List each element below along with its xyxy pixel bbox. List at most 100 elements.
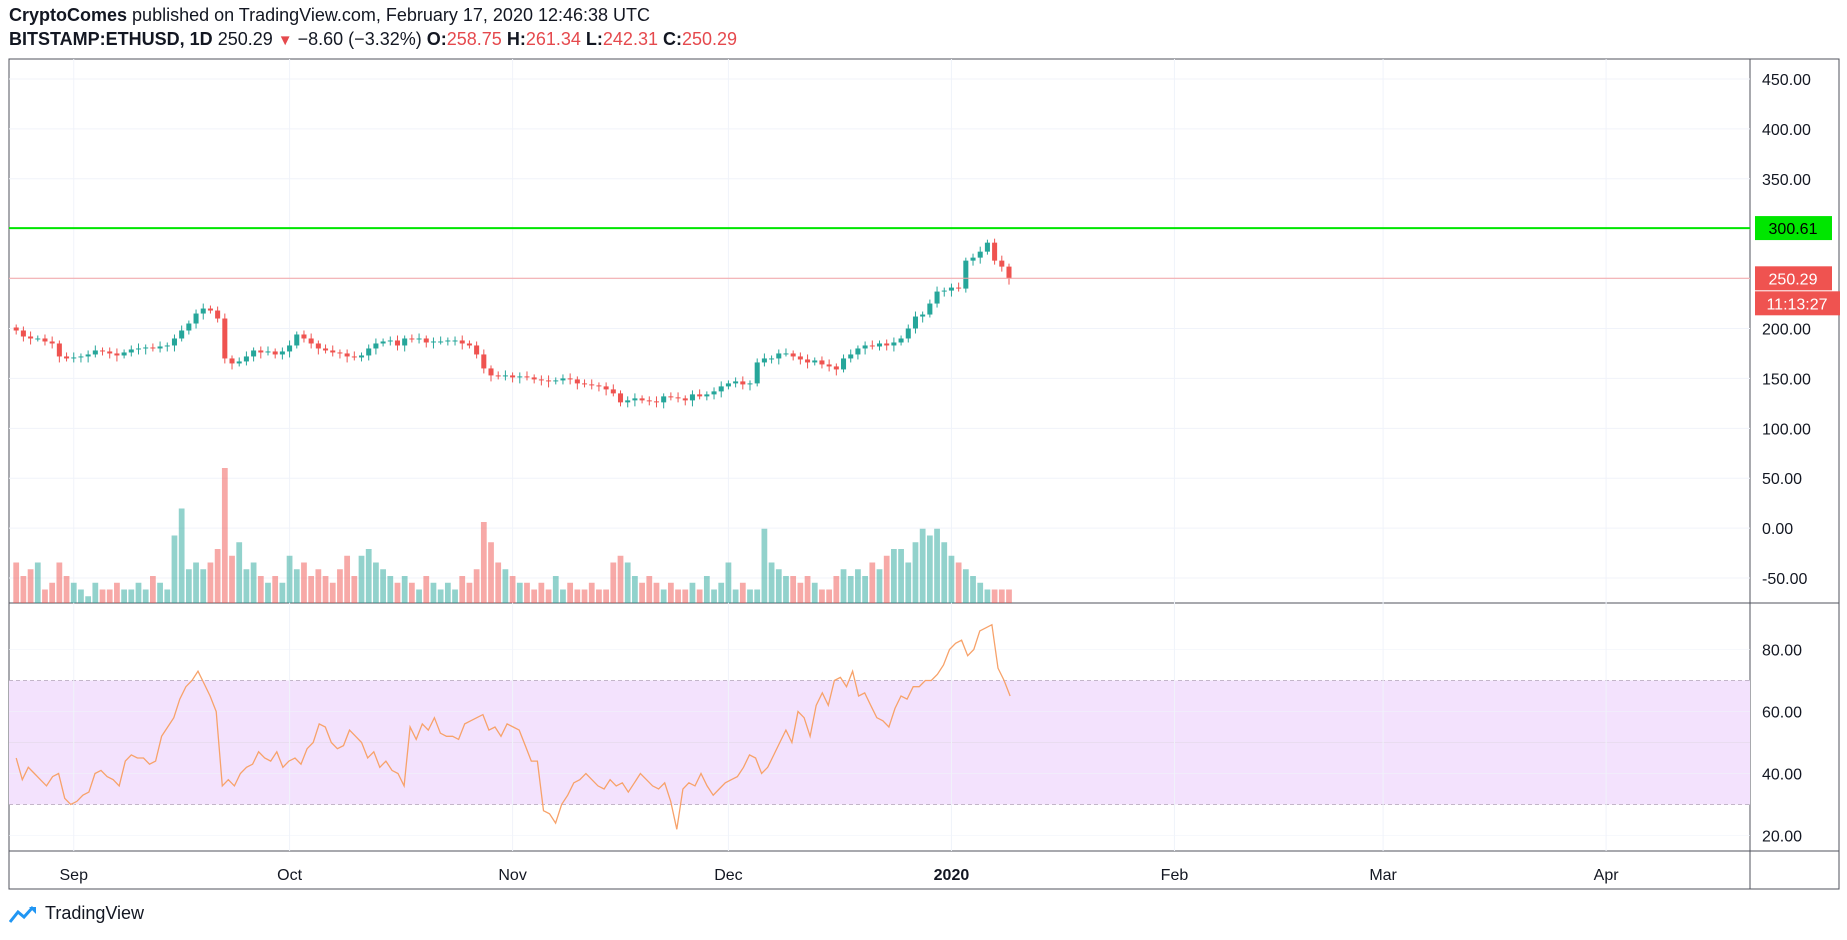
candle-body [373,343,379,349]
candle-body [963,260,969,289]
volume-bar [531,589,538,603]
volume-bar [34,562,41,603]
candle-body [265,351,271,353]
volume-bar [466,582,473,603]
volume-bar [711,589,717,603]
candle-body [956,287,962,289]
volume-bar [106,589,113,603]
time-tick-label: Apr [1594,867,1620,884]
volume-bar [488,542,494,603]
candle-body [330,350,336,353]
candle-body [445,340,451,342]
volume-bar [833,576,840,603]
volume-bar [229,555,235,603]
volume-bar [279,582,286,603]
candle-body [157,346,163,349]
publisher-name[interactable]: CryptoComes [9,5,128,25]
rsi-tick-label: 60.00 [1762,705,1802,722]
volume-bar [653,582,660,603]
volume-bar [991,589,998,603]
candle-body [222,318,228,359]
tradingview-footer[interactable]: TradingView [9,903,144,924]
volume-bar [509,576,516,603]
time-tick-label: Oct [277,867,302,884]
volume-bar [847,576,854,603]
volume-bar [423,576,430,603]
volume-bar [444,582,451,603]
candle-body [510,375,516,378]
candle-body [308,338,314,344]
volume-bar [56,562,63,603]
volume-bar [387,576,394,603]
candle-body [625,400,631,403]
candle-body [862,345,868,349]
candle-body [502,375,508,377]
volume-bar [265,582,271,603]
candle-body [833,366,839,370]
candle-body [258,350,264,353]
symbol-label[interactable]: BITSTAMP:ETHUSD, 1D [9,29,213,49]
rsi-tick-label: 80.00 [1762,643,1802,660]
volume-bar [185,569,192,603]
candle-body [459,340,465,344]
candle-body [387,340,393,342]
rsi-tick-label: 40.00 [1762,767,1802,784]
candle-body [294,334,300,346]
volume-bar [588,582,595,603]
time-tick-label: Feb [1161,867,1189,884]
candle-body [171,338,177,346]
volume-bar [293,569,300,603]
volume-bar [337,569,343,603]
last-price-label: 250.29 [1769,271,1818,288]
volume-bar [27,569,34,603]
volume-bar [13,562,20,603]
candle-body [589,384,595,386]
candle-body [28,336,34,339]
candle-body [207,308,213,311]
candle-body [927,303,933,315]
volume-bar [790,576,797,603]
countdown-label: 11:13:27 [1766,296,1827,313]
candle-body [323,348,329,351]
volume-bar [545,589,552,603]
candle-body [229,358,235,364]
volume-bar [70,582,77,603]
candle-body [884,343,890,346]
volume-bar [358,555,365,603]
candle-body [711,391,717,395]
volume-bar [516,582,523,603]
volume-bar [308,576,315,603]
volume-bar [480,522,487,603]
symbol-legend: BITSTAMP:ETHUSD, 1D 250.29 ▼ −8.60 (−3.3… [9,29,737,50]
price-tick-label: 150.00 [1762,371,1811,388]
last-price-tag [1755,266,1832,291]
last-price: 250.29 [217,29,273,49]
volume-bar [919,528,926,603]
volume-bar [775,569,782,603]
volume-bar [718,582,725,603]
time-tick-label: Mar [1369,867,1397,884]
candle-body [243,356,249,362]
candle-body [135,348,142,350]
countdown-tag [1755,291,1840,316]
volume-bar [696,589,703,603]
volume-bar [574,589,581,603]
volume-bar [869,562,876,603]
candle-body [984,242,990,252]
volume-bar [164,589,171,603]
volume-bar [955,562,962,603]
candle-body [236,361,242,364]
candle-body [402,338,408,346]
candle-body [128,349,134,353]
volume-bar [855,569,861,603]
volume-bar [142,589,149,603]
candle-body [337,352,343,354]
volume-bar [430,582,437,603]
volume-bar [329,582,336,603]
price-chart[interactable]: 450.00400.00350.00300.00250.00200.00150.… [0,0,1847,900]
volume-bar [934,528,940,603]
candle-body [812,360,818,363]
volume-bar [624,562,631,603]
price-tick-label: 100.00 [1762,421,1811,438]
candle-body [610,389,616,394]
